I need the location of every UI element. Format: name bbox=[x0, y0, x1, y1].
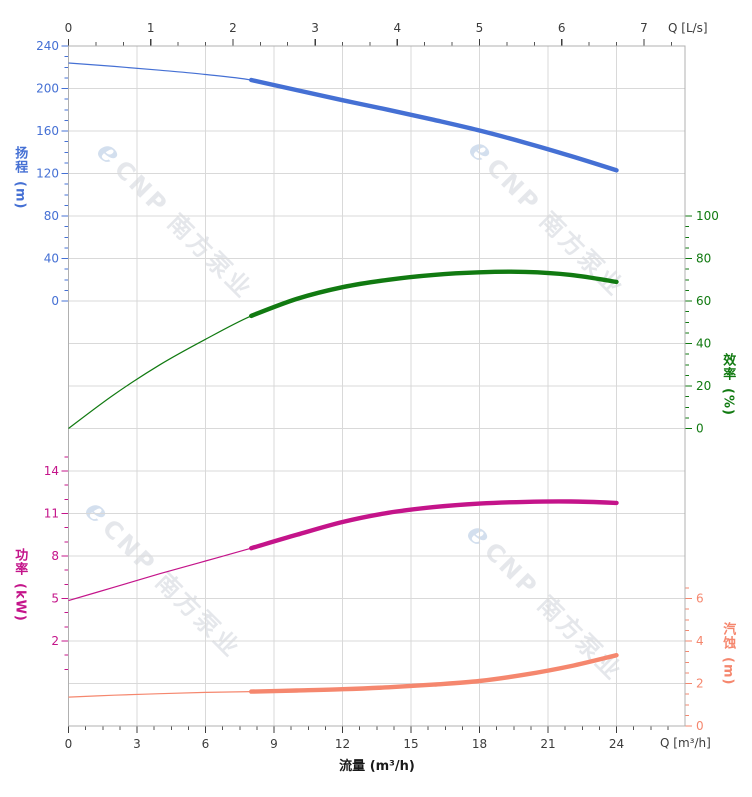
tick-label: 14 bbox=[44, 464, 59, 478]
efficiency-axis-label: 效率 bbox=[720, 353, 736, 381]
tick-label: 4 bbox=[696, 634, 704, 648]
tick-label: 2 bbox=[696, 677, 704, 691]
tick-label: 6 bbox=[696, 592, 704, 606]
tick-label: 60 bbox=[696, 294, 711, 308]
tick-label: 2 bbox=[229, 21, 237, 35]
tick-label: 12 bbox=[335, 737, 350, 751]
tick-label: 3 bbox=[311, 21, 319, 35]
tick-label: 24 bbox=[609, 737, 624, 751]
power-axis-label: 功率 bbox=[12, 548, 28, 576]
tick-label: 1 bbox=[147, 21, 155, 35]
tick-label: 6 bbox=[558, 21, 566, 35]
tick-label: 21 bbox=[540, 737, 555, 751]
tick-label: 200 bbox=[36, 82, 59, 96]
tick-label: 6 bbox=[202, 737, 210, 751]
tick-label: 18 bbox=[472, 737, 487, 751]
head-curve bbox=[249, 77, 619, 173]
tick-label: 40 bbox=[696, 337, 711, 351]
tick-label: 0 bbox=[696, 719, 704, 733]
efficiency-axis-unit: (%) bbox=[720, 388, 736, 416]
tick-label: 5 bbox=[51, 592, 59, 606]
tick-label: 20 bbox=[696, 379, 711, 393]
npsh-axis: 6 4 2 0 bbox=[685, 587, 704, 733]
head-axis-label: 扬程 bbox=[12, 146, 28, 174]
power-axis-title: 功率 (kW) bbox=[12, 548, 28, 622]
tick-label: 8 bbox=[51, 549, 59, 563]
efficiency-axis: 100 80 60 40 20 0 bbox=[685, 209, 719, 436]
tick-label: 2 bbox=[51, 634, 59, 648]
power-axis-unit: (kW) bbox=[12, 583, 28, 622]
top-axis-unit-label: Q [L/s] bbox=[668, 21, 708, 35]
flow-axis-title: 流量 (m³/h) bbox=[339, 759, 415, 774]
tick-label: 0 bbox=[65, 21, 73, 35]
tick-label: 160 bbox=[36, 124, 59, 138]
npsh-axis-label: 汽蚀 bbox=[720, 622, 736, 650]
tick-label: 80 bbox=[44, 209, 59, 223]
tick-label: 9 bbox=[270, 737, 278, 751]
gridlines bbox=[68, 45, 686, 727]
tick-label: 100 bbox=[696, 209, 719, 223]
tick-label: 11 bbox=[44, 507, 59, 521]
efficiency-axis-title: 效率 (%) bbox=[720, 353, 736, 416]
tick-label: 3 bbox=[133, 737, 141, 751]
power-axis: 14 11 8 5 2 bbox=[44, 456, 69, 670]
tick-label: 0 bbox=[51, 294, 59, 308]
tick-label: 240 bbox=[36, 39, 59, 53]
plot-border bbox=[67, 45, 686, 727]
tick-label: 120 bbox=[36, 167, 59, 181]
head-axis-unit: (m) bbox=[12, 181, 28, 210]
head-axis: 240 200 160 120 80 40 0 bbox=[36, 39, 69, 308]
npsh-axis-title: 汽蚀 (m) bbox=[720, 622, 736, 686]
bottom-axis-unit-label: Q [m³/h] bbox=[660, 736, 711, 750]
tick-label: 80 bbox=[696, 252, 711, 266]
tick-label: 7 bbox=[640, 21, 648, 35]
efficiency-curve bbox=[249, 269, 619, 319]
tick-label: 40 bbox=[44, 252, 59, 266]
tick-label: 15 bbox=[403, 737, 418, 751]
tick-label: 5 bbox=[476, 21, 484, 35]
tick-label: 0 bbox=[65, 737, 73, 751]
tick-label: 0 bbox=[696, 422, 704, 436]
head-axis-title: 扬程 (m) bbox=[12, 146, 28, 210]
top-axis: 0 1 2 3 4 5 6 7 bbox=[65, 21, 672, 46]
npsh-curve bbox=[249, 653, 619, 694]
tick-label: 4 bbox=[393, 21, 401, 35]
bottom-axis: 0 3 6 9 12 15 18 21 24 bbox=[65, 726, 669, 751]
npsh-axis-unit: (m) bbox=[720, 657, 736, 686]
power-curve bbox=[249, 499, 619, 551]
